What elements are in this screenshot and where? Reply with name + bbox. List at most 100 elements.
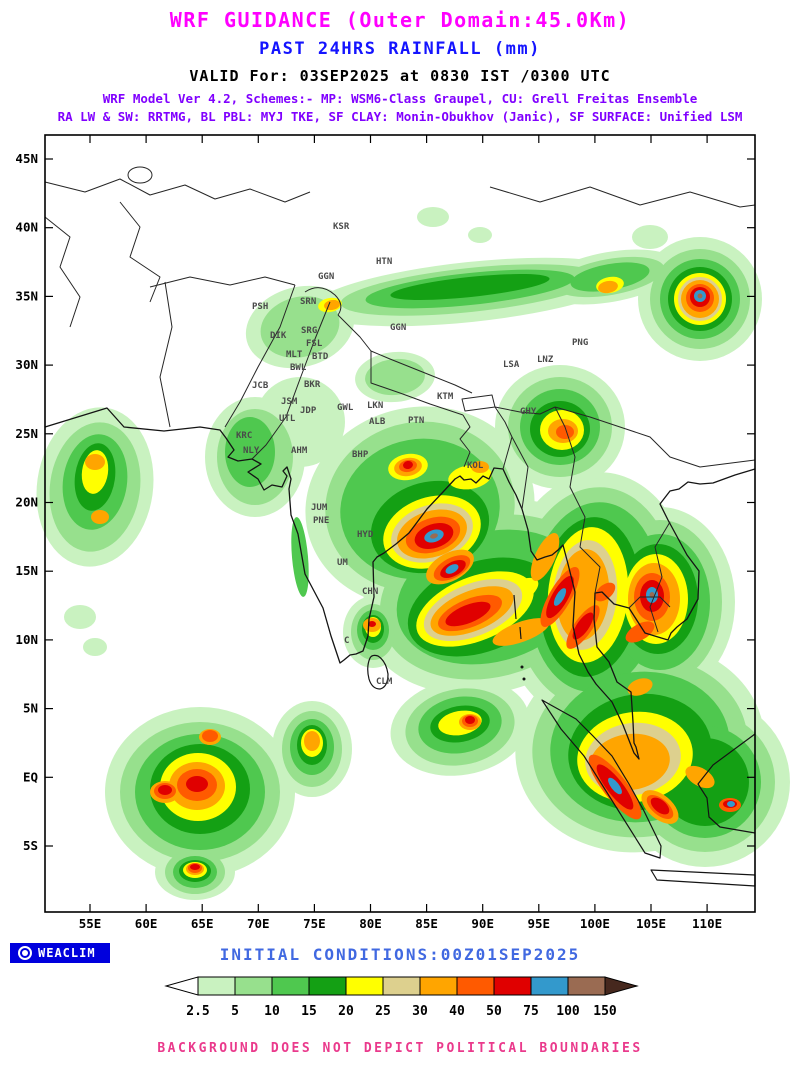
rainfall-legend: 2.5 5 10 15 20 25 30 40 50 75 100 150 — [164, 976, 639, 1019]
political-boundaries — [494, 406, 513, 470]
station-label: CLM — [376, 677, 393, 687]
station-label: LSA — [503, 360, 520, 370]
political-boundaries — [304, 287, 342, 316]
legend-value: 40 — [449, 1004, 465, 1019]
weaclim-logo[interactable]: WEACLIM — [10, 943, 110, 963]
rain-contour — [368, 621, 376, 627]
political-boundaries — [159, 281, 173, 428]
aral-lake — [127, 166, 153, 184]
model-config-line-2: RA LW & SW: RRTMG, BL PBL: MYJ TKE, SF C… — [57, 109, 743, 124]
y-tick-label: 25N — [15, 426, 38, 441]
rain-contour — [553, 588, 567, 606]
rain-contour — [304, 731, 320, 751]
y-axis: 45N 40N 35N 30N 25N 20N 15N 10N 5N EQ 5S — [15, 151, 755, 853]
valid-line: VALID For: 03SEP2025 at 0830 IST /0300 U… — [189, 67, 611, 85]
station-label: CHN — [362, 587, 378, 597]
legend-value: 5 — [231, 1004, 239, 1019]
disclaimer: BACKGROUND DOES NOT DEPICT POLITICAL BOU… — [157, 1041, 643, 1056]
legend-wrap: 2.5 5 10 15 20 25 30 40 50 75 100 150 — [0, 975, 800, 1025]
station-label: FSL — [306, 339, 323, 349]
station-label: DIK — [270, 331, 287, 341]
rain-contour — [697, 293, 703, 299]
political-boundaries — [461, 394, 496, 412]
rain-contour — [632, 225, 668, 249]
legend-segment — [345, 976, 384, 996]
legend-arrow-right — [604, 976, 639, 996]
rain-contour — [85, 454, 105, 470]
legend-segment — [530, 976, 569, 996]
station-label: JDP — [300, 406, 317, 416]
rain-contour — [64, 605, 96, 629]
rainfall-shading — [36, 207, 790, 900]
rain-contour — [430, 533, 438, 539]
political-boundaries — [494, 406, 556, 415]
rain-contour — [594, 582, 616, 602]
weaclim-logo-icon — [18, 946, 32, 960]
rain-contour — [403, 460, 413, 470]
java-coastline — [650, 869, 756, 887]
header: WRF GUIDANCE (Outer Domain:45.0Km) PAST … — [0, 0, 800, 124]
legend-segment — [271, 976, 310, 996]
legend-value: 20 — [338, 1004, 354, 1019]
y-tick-label: 5S — [23, 838, 38, 853]
station-label: C — [344, 636, 349, 646]
station-label: JUM — [311, 503, 328, 513]
rain-contour — [627, 678, 653, 696]
x-tick-label: 70E — [247, 916, 270, 931]
station-label: UTL — [279, 414, 296, 424]
legend-arrow-left — [164, 976, 199, 996]
rain-contour — [91, 510, 109, 524]
rain-contour — [608, 777, 622, 795]
nicobar-island — [520, 665, 524, 669]
station-label: BHP — [352, 450, 369, 460]
station-label: MLT — [286, 350, 303, 360]
legend-value: 150 — [593, 1004, 617, 1019]
initial-conditions-line: INITIAL CONDITIONS:00Z01SEP2025 — [219, 945, 581, 964]
station-label: BWL — [290, 363, 307, 373]
x-tick-label: 90E — [471, 916, 494, 931]
legend-segment — [234, 976, 273, 996]
legend-value: 30 — [412, 1004, 428, 1019]
y-tick-label: 5N — [23, 701, 38, 716]
rain-contour — [225, 417, 275, 487]
rain-contour — [572, 612, 594, 640]
rain-contour — [445, 564, 459, 574]
legend-value: 10 — [264, 1004, 280, 1019]
political-boundaries — [119, 201, 161, 303]
legend-segment — [567, 976, 606, 996]
political-boundaries — [370, 351, 464, 416]
nicobar-island — [522, 677, 526, 681]
political-boundaries — [224, 284, 296, 428]
political-boundaries — [554, 406, 601, 594]
station-label: HYD — [357, 530, 374, 540]
legend-value: 50 — [486, 1004, 502, 1019]
station-label: PNG — [572, 338, 588, 348]
rain-contour — [83, 638, 107, 656]
station-label: PTN — [408, 416, 424, 426]
station-label: ALB — [369, 417, 386, 427]
legend-value: 15 — [301, 1004, 317, 1019]
legend-value: 75 — [523, 1004, 539, 1019]
station-label: PSH — [252, 302, 268, 312]
station-label: LKN — [367, 401, 383, 411]
rain-contour — [598, 280, 618, 294]
weaclim-logo-text: WEACLIM — [38, 946, 96, 960]
x-axis: 55E 60E 65E 70E 75E 80E 85E 90E 95E 100E 105E 110E — [79, 135, 722, 931]
x-tick-label: 75E — [303, 916, 326, 931]
political-boundaries — [511, 436, 529, 510]
rain-contour — [465, 716, 475, 724]
station-label: SRN — [300, 297, 316, 307]
political-boundaries — [489, 186, 756, 208]
legend-segment — [308, 976, 347, 996]
rain-contour — [260, 296, 340, 358]
political-boundaries — [337, 314, 473, 394]
x-tick-label: 65E — [191, 916, 214, 931]
station-label: BTD — [312, 352, 329, 362]
legend-segment — [382, 976, 421, 996]
x-tick-label: 95E — [528, 916, 551, 931]
page-subtitle: PAST 24HRS RAINFALL (mm) — [259, 39, 541, 59]
rain-contour — [727, 801, 735, 807]
station-label: PNE — [313, 516, 329, 526]
rain-contour — [468, 227, 492, 243]
y-tick-label: EQ — [23, 769, 38, 784]
